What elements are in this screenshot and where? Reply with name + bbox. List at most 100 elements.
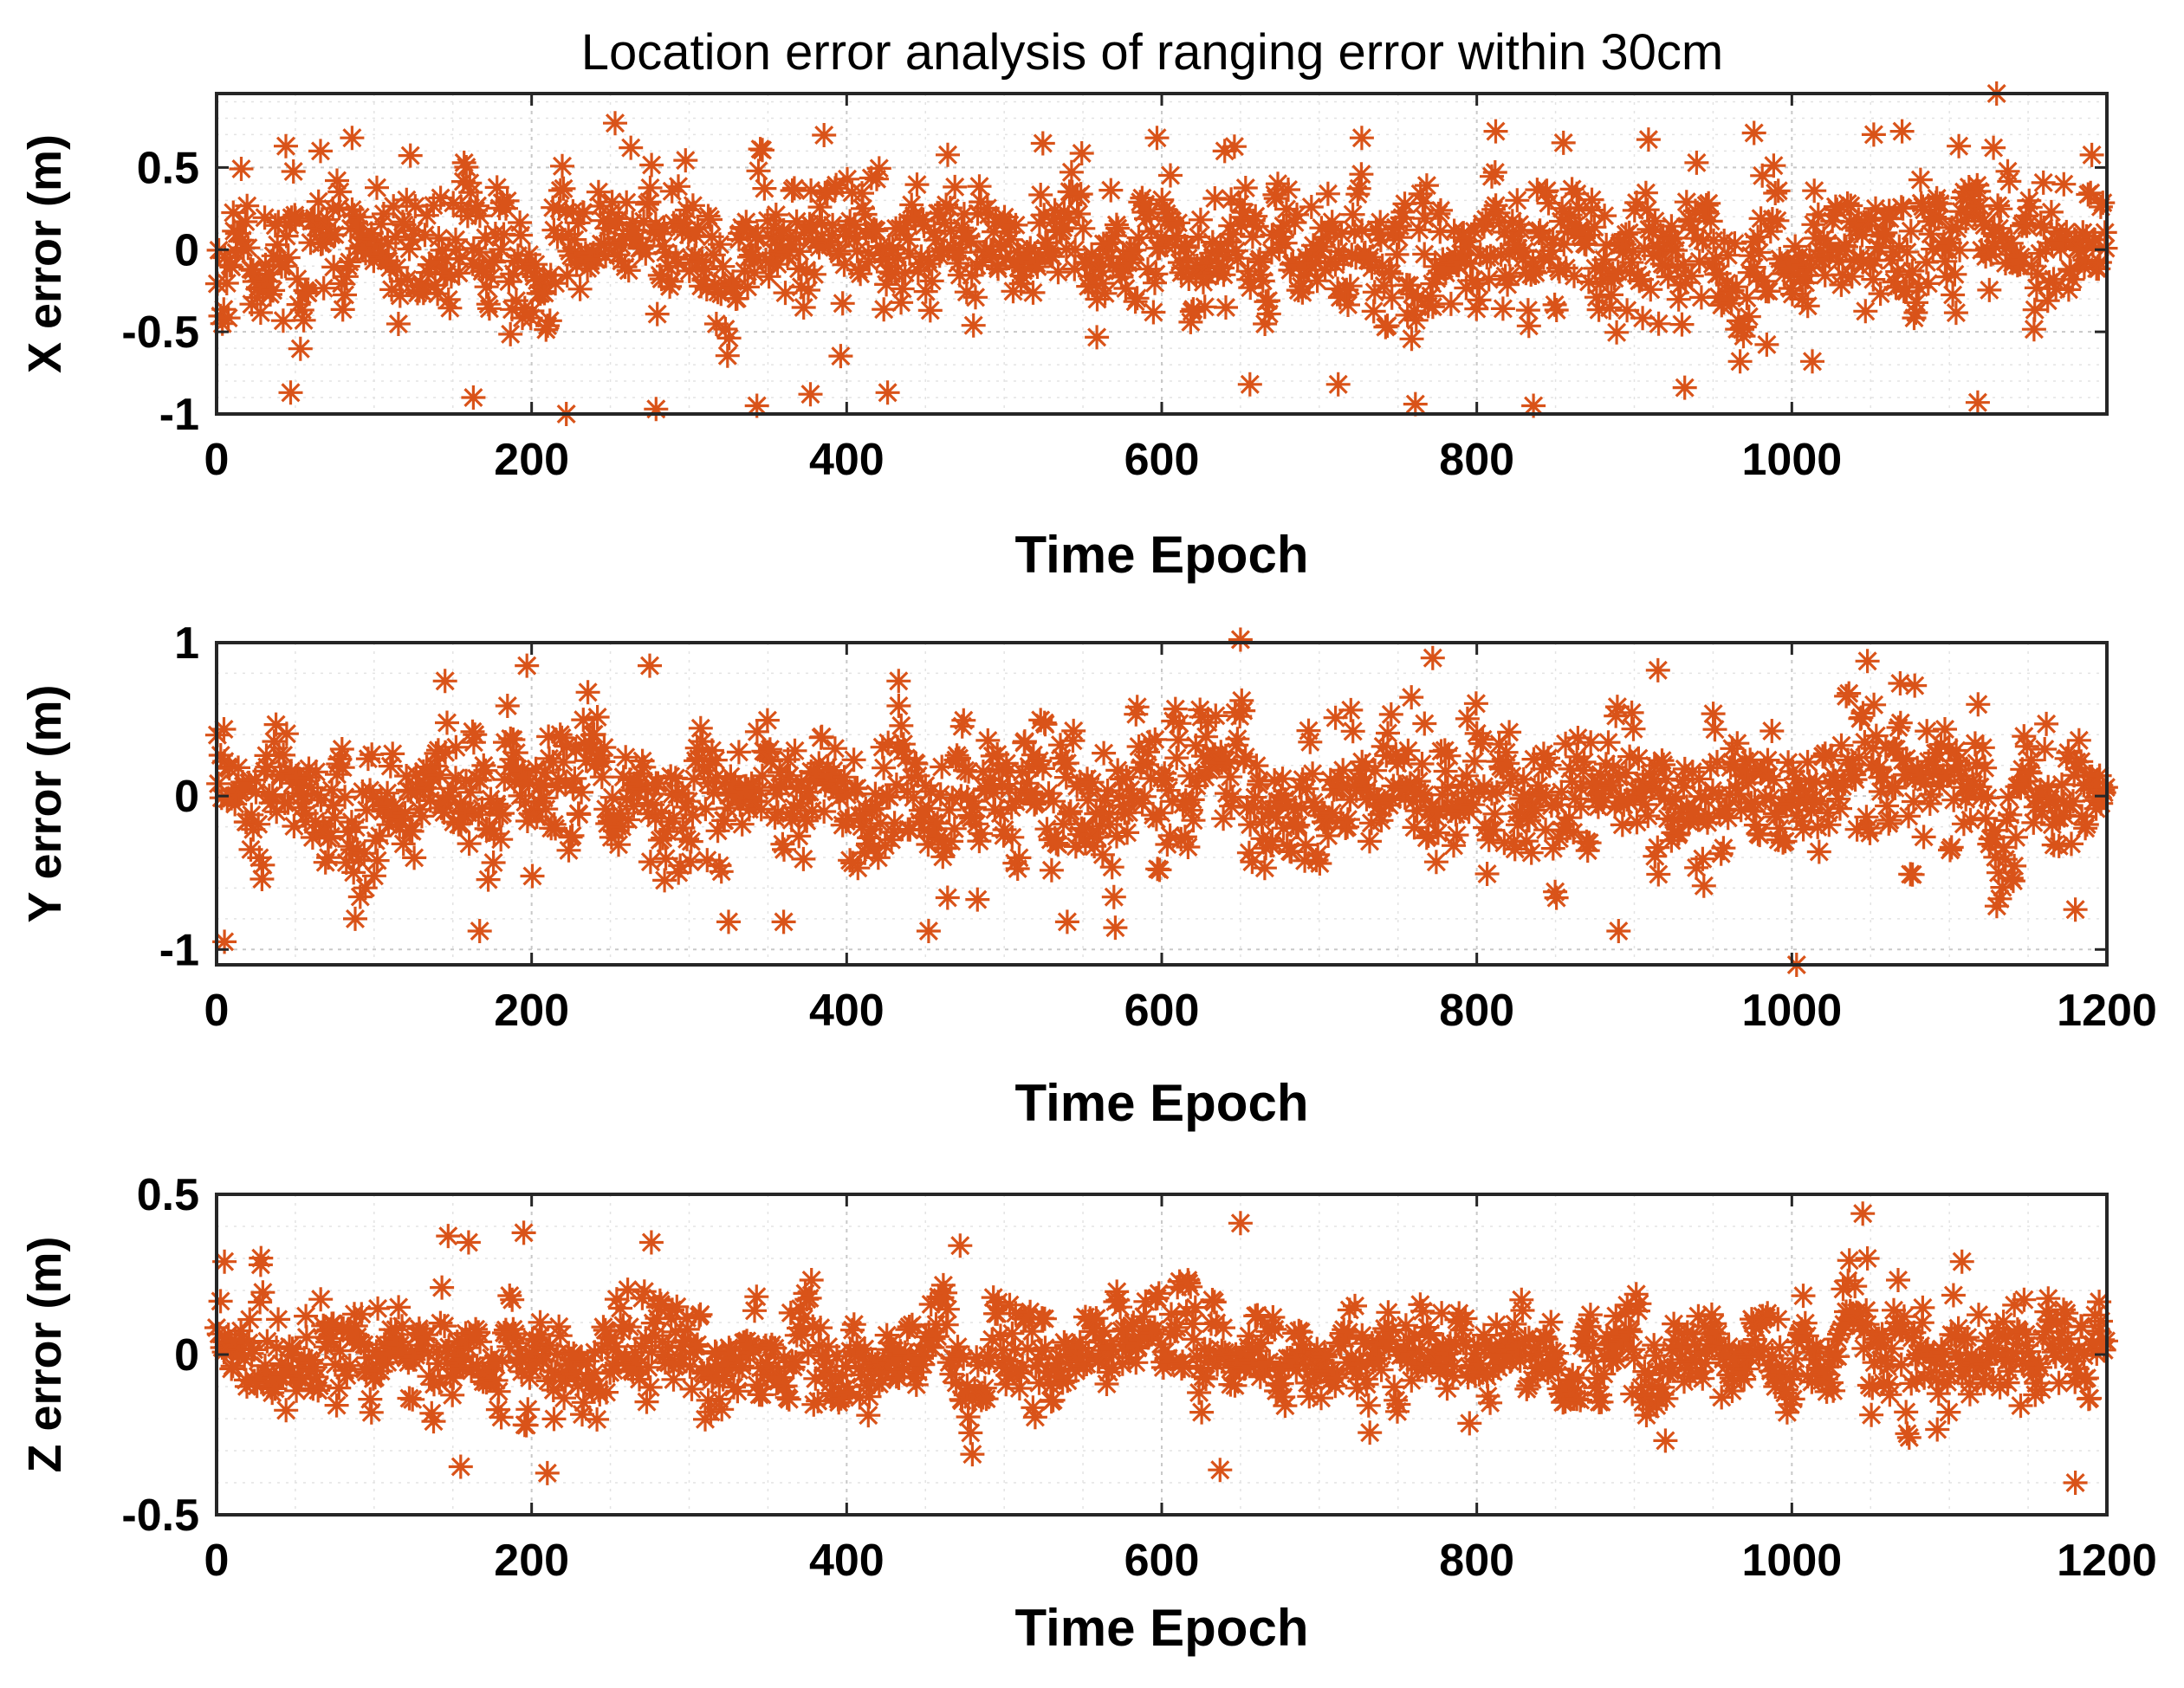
y-error-data-point [1003,789,1028,814]
z-error-data-point [1248,1330,1273,1355]
z-error-xtick-label: 200 [494,1536,569,1586]
y-error-data-point [1608,785,1633,810]
y-error-data-point [849,814,874,839]
x-error-data-point [1122,237,1147,262]
x-error-data-point [801,262,826,287]
y-error-outlier-point [916,919,941,943]
x-error-data-point [1319,210,1345,235]
y-error-outlier-point [2063,897,2088,922]
z-error-data-point [1546,1357,1571,1381]
z-error-data-point [908,1345,932,1370]
y-error-data-point [1821,763,1846,788]
x-error-data-point [212,245,237,270]
x-error-data-point [948,240,973,265]
z-error-data-point [441,1365,466,1390]
x-error-data-point [1256,288,1280,314]
x-error-data-point [746,158,771,184]
x-error-data-point [1236,267,1261,292]
y-error-data-point [303,809,328,834]
x-error-data-point [951,202,976,227]
z-error-data-point [1354,1372,1379,1397]
y-error-data-point [743,789,768,814]
y-error-data-point [352,841,377,866]
y-error-data-point [1468,731,1494,756]
z-error-data-point [1821,1378,1846,1403]
z-error-data-point [1851,1336,1876,1361]
x-error-data-point [1240,224,1265,249]
x-error-data-point [1922,204,1947,230]
x-error-data-point [2041,267,2066,292]
z-error-data-point [1010,1354,1035,1379]
z-error-data-point [1165,1275,1190,1300]
y-error-data-point [886,694,911,718]
z-error-data-point [1954,1358,1978,1383]
y-error-data-point [375,780,400,805]
x-error-data-point [1505,188,1530,213]
z-error-data-point [352,1332,377,1357]
x-error-data-point [998,227,1023,252]
y-error-data-point [1425,820,1450,845]
x-error-data-point [664,244,689,269]
y-error-data-point [226,755,250,780]
y-error-data-point [300,825,325,850]
x-error-data-point [603,212,628,237]
y-error-data-point [585,705,610,729]
z-error-data-point [1778,1367,1803,1392]
x-error-data-point [289,298,314,322]
x-error-data-point [2090,191,2116,216]
y-error-data-point [454,768,478,793]
x-error-data-point [2032,215,2057,240]
y-error-data-point [1743,812,1768,838]
y-error-data-point [1996,785,2021,810]
y-error-data-point [2061,789,2085,814]
x-error-data-point [783,226,808,251]
z-error-data-point [1347,1348,1372,1373]
z-error-data-point [1766,1307,1791,1332]
x-error-data-point [1662,225,1688,250]
y-error-data-point [908,798,933,823]
z-error-data-point [1879,1336,1904,1361]
y-error-data-point [1124,695,1150,720]
y-error-data-point [967,829,992,854]
y-error-data-point [1270,766,1295,792]
z-error-data-point [1393,1313,1418,1338]
y-error-data-point [2069,749,2094,774]
y-error-data-point [1000,825,1025,850]
y-error-outlier-point [1420,645,1445,670]
y-error-data-point [2089,791,2114,816]
y-error-data-point [1922,753,1947,778]
y-error-outlier-point [1855,649,1880,674]
y-error-data-point [1153,767,1178,792]
x-error-data-point [1032,203,1057,228]
y-error-data-point [1307,851,1332,876]
y-error-data-point [661,805,686,831]
y-error-data-point [1883,736,1909,761]
z-error-data-point [1105,1288,1131,1313]
z-error-data-point [904,1372,929,1397]
y-error-outlier-point [1228,627,1253,652]
x-error-data-point [1371,273,1397,298]
x-error-data-point [1877,206,1902,231]
y-error-data-point [534,797,559,822]
x-error-data-point [633,241,658,266]
x-error-data-point [1602,266,1627,291]
x-error-data-point [1941,282,1966,307]
x-error-data-point [880,236,905,262]
y-error-data-point [1161,708,1186,734]
x-error-data-point [1472,214,1496,239]
y-error-data-point [1728,798,1753,823]
y-error-data-point [1819,743,1844,768]
x-error-data-point [936,142,960,167]
z-error-data-point [264,1336,289,1360]
z-error-data-point [515,1397,541,1422]
x-error-data-point [745,223,770,249]
z-error-data-point [1400,1342,1425,1367]
y-error-data-point [420,766,445,792]
y-error-data-point [1987,886,2012,911]
x-error-data-point [1635,197,1660,223]
y-error-data-point [1296,718,1321,743]
z-error-data-point [778,1300,803,1325]
z-error-data-point [322,1352,347,1377]
z-error-data-point [1336,1320,1361,1345]
z-error-data-point [594,1380,619,1405]
